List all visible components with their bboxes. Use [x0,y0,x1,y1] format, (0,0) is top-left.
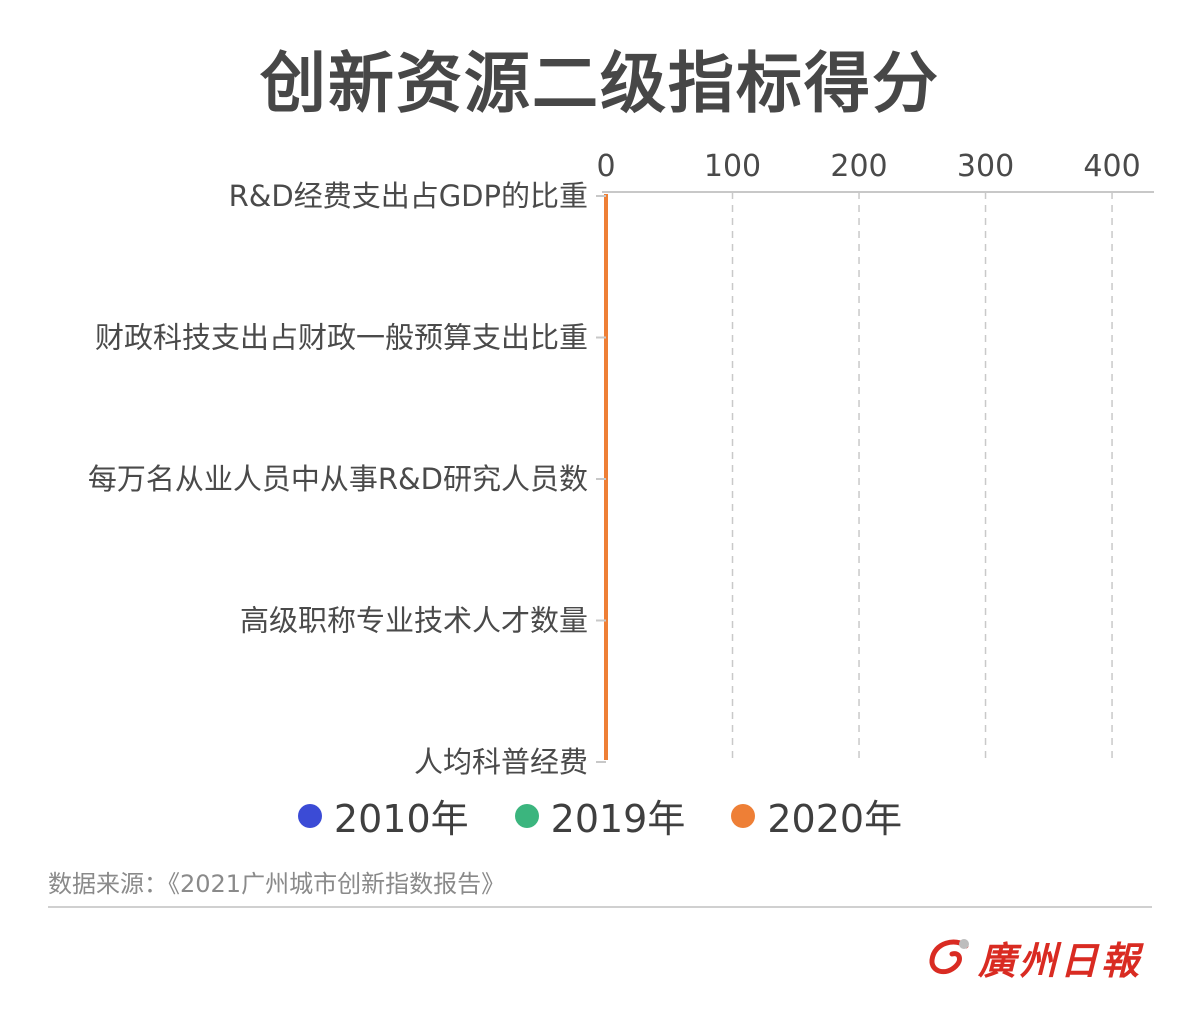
legend-item-2010: 2010年 [297,788,469,843]
category-label: 高级职称专业技术人才数量 [240,604,588,638]
x-axis: 0 100 200 300 400 [596,149,1154,760]
legend-label-2019: 2019年 [550,797,686,841]
logo-swirl-icon [929,938,969,974]
x-tick-label: 200 [830,149,887,184]
category-label: 每万名从业人员中从事R&D研究人员数 [88,462,588,496]
x-tick-label: 400 [1083,149,1140,184]
category-label: R&D经费支出占GDP的比重 [229,179,588,213]
x-tick-label: 0 [596,149,615,184]
legend-label-2010: 2010年 [333,797,469,841]
legend-dot-2010 [297,803,322,828]
bar-chart: 0 100 200 300 400 R&D经费支出占GDP的比重财政科技支出占财政一般预… [88,149,1154,779]
chart-title: 创新资源二级指标得分 [260,45,940,122]
source-note: 数据来源：《2021广州城市创新指数报告》 [48,870,506,898]
category-label: 人均科普经费 [414,745,588,779]
category-labels: R&D经费支出占GDP的比重财政科技支出占财政一般预算支出比重每万名从业人员中从… [88,179,606,779]
logo-text: 廣州日報 [977,938,1142,983]
x-tick-label: 300 [957,149,1014,184]
legend-item-2019: 2019年 [514,788,686,843]
grid-lines [731,192,1113,760]
legend-label-2020: 2020年 [767,797,903,841]
divider [48,906,1152,908]
legend: 2010年 2019年 2020年 [0,788,1200,843]
legend-dot-2019 [514,803,539,828]
legend-dot-2020 [731,803,756,828]
category-label: 财政科技支出占财政一般预算支出比重 [95,321,588,355]
newspaper-logo: 廣州日報 [926,930,1142,985]
x-tick-label: 100 [704,149,761,184]
legend-item-2020: 2020年 [731,788,902,843]
